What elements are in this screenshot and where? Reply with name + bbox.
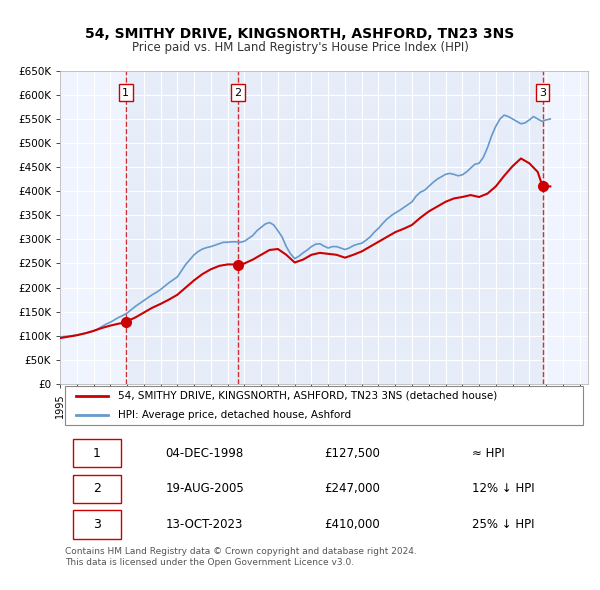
Text: 25% ↓ HPI: 25% ↓ HPI <box>472 518 535 531</box>
Text: 04-DEC-1998: 04-DEC-1998 <box>166 447 244 460</box>
Text: HPI: Average price, detached house, Ashford: HPI: Average price, detached house, Ashf… <box>118 410 351 420</box>
Text: 12% ↓ HPI: 12% ↓ HPI <box>472 482 535 496</box>
FancyBboxPatch shape <box>73 474 121 503</box>
Text: Contains HM Land Registry data © Crown copyright and database right 2024.
This d: Contains HM Land Registry data © Crown c… <box>65 548 417 567</box>
FancyBboxPatch shape <box>65 386 583 425</box>
Text: 3: 3 <box>93 518 101 531</box>
Text: 19-AUG-2005: 19-AUG-2005 <box>166 482 244 496</box>
Text: ≈ HPI: ≈ HPI <box>472 447 505 460</box>
Text: 54, SMITHY DRIVE, KINGSNORTH, ASHFORD, TN23 3NS (detached house): 54, SMITHY DRIVE, KINGSNORTH, ASHFORD, T… <box>118 391 497 401</box>
Text: Price paid vs. HM Land Registry's House Price Index (HPI): Price paid vs. HM Land Registry's House … <box>131 41 469 54</box>
Text: 3: 3 <box>539 88 546 98</box>
Text: 1: 1 <box>93 447 101 460</box>
Text: £247,000: £247,000 <box>324 482 380 496</box>
Text: 2: 2 <box>93 482 101 496</box>
Text: 2: 2 <box>235 88 242 98</box>
Text: £127,500: £127,500 <box>324 447 380 460</box>
FancyBboxPatch shape <box>73 439 121 467</box>
FancyBboxPatch shape <box>73 510 121 539</box>
Bar <box>238 71 542 384</box>
Text: £410,000: £410,000 <box>324 518 380 531</box>
Text: 1: 1 <box>122 88 129 98</box>
Text: 54, SMITHY DRIVE, KINGSNORTH, ASHFORD, TN23 3NS: 54, SMITHY DRIVE, KINGSNORTH, ASHFORD, T… <box>85 27 515 41</box>
Bar <box>126 71 238 384</box>
Text: 13-OCT-2023: 13-OCT-2023 <box>166 518 243 531</box>
